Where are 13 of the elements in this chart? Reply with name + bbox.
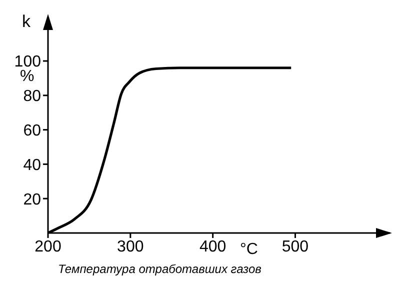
y-tick-label: 60 xyxy=(23,122,42,140)
x-tick-label: 200 xyxy=(34,238,62,256)
y-tick-label: 80 xyxy=(23,88,42,106)
y-tick-label: 20 xyxy=(23,191,42,208)
x-tick-label: 500 xyxy=(282,238,309,256)
x-tick-label: 300 xyxy=(117,238,144,256)
x-axis-title: Температура отработавших газов xyxy=(58,262,262,276)
text: °C xyxy=(240,241,258,259)
y-tick-label: 100 xyxy=(14,54,42,71)
y-tick-label: 40 xyxy=(23,156,42,174)
y-axis-title: k xyxy=(22,12,30,32)
x-tick-label: 400 xyxy=(199,238,226,256)
text: % xyxy=(20,68,34,86)
